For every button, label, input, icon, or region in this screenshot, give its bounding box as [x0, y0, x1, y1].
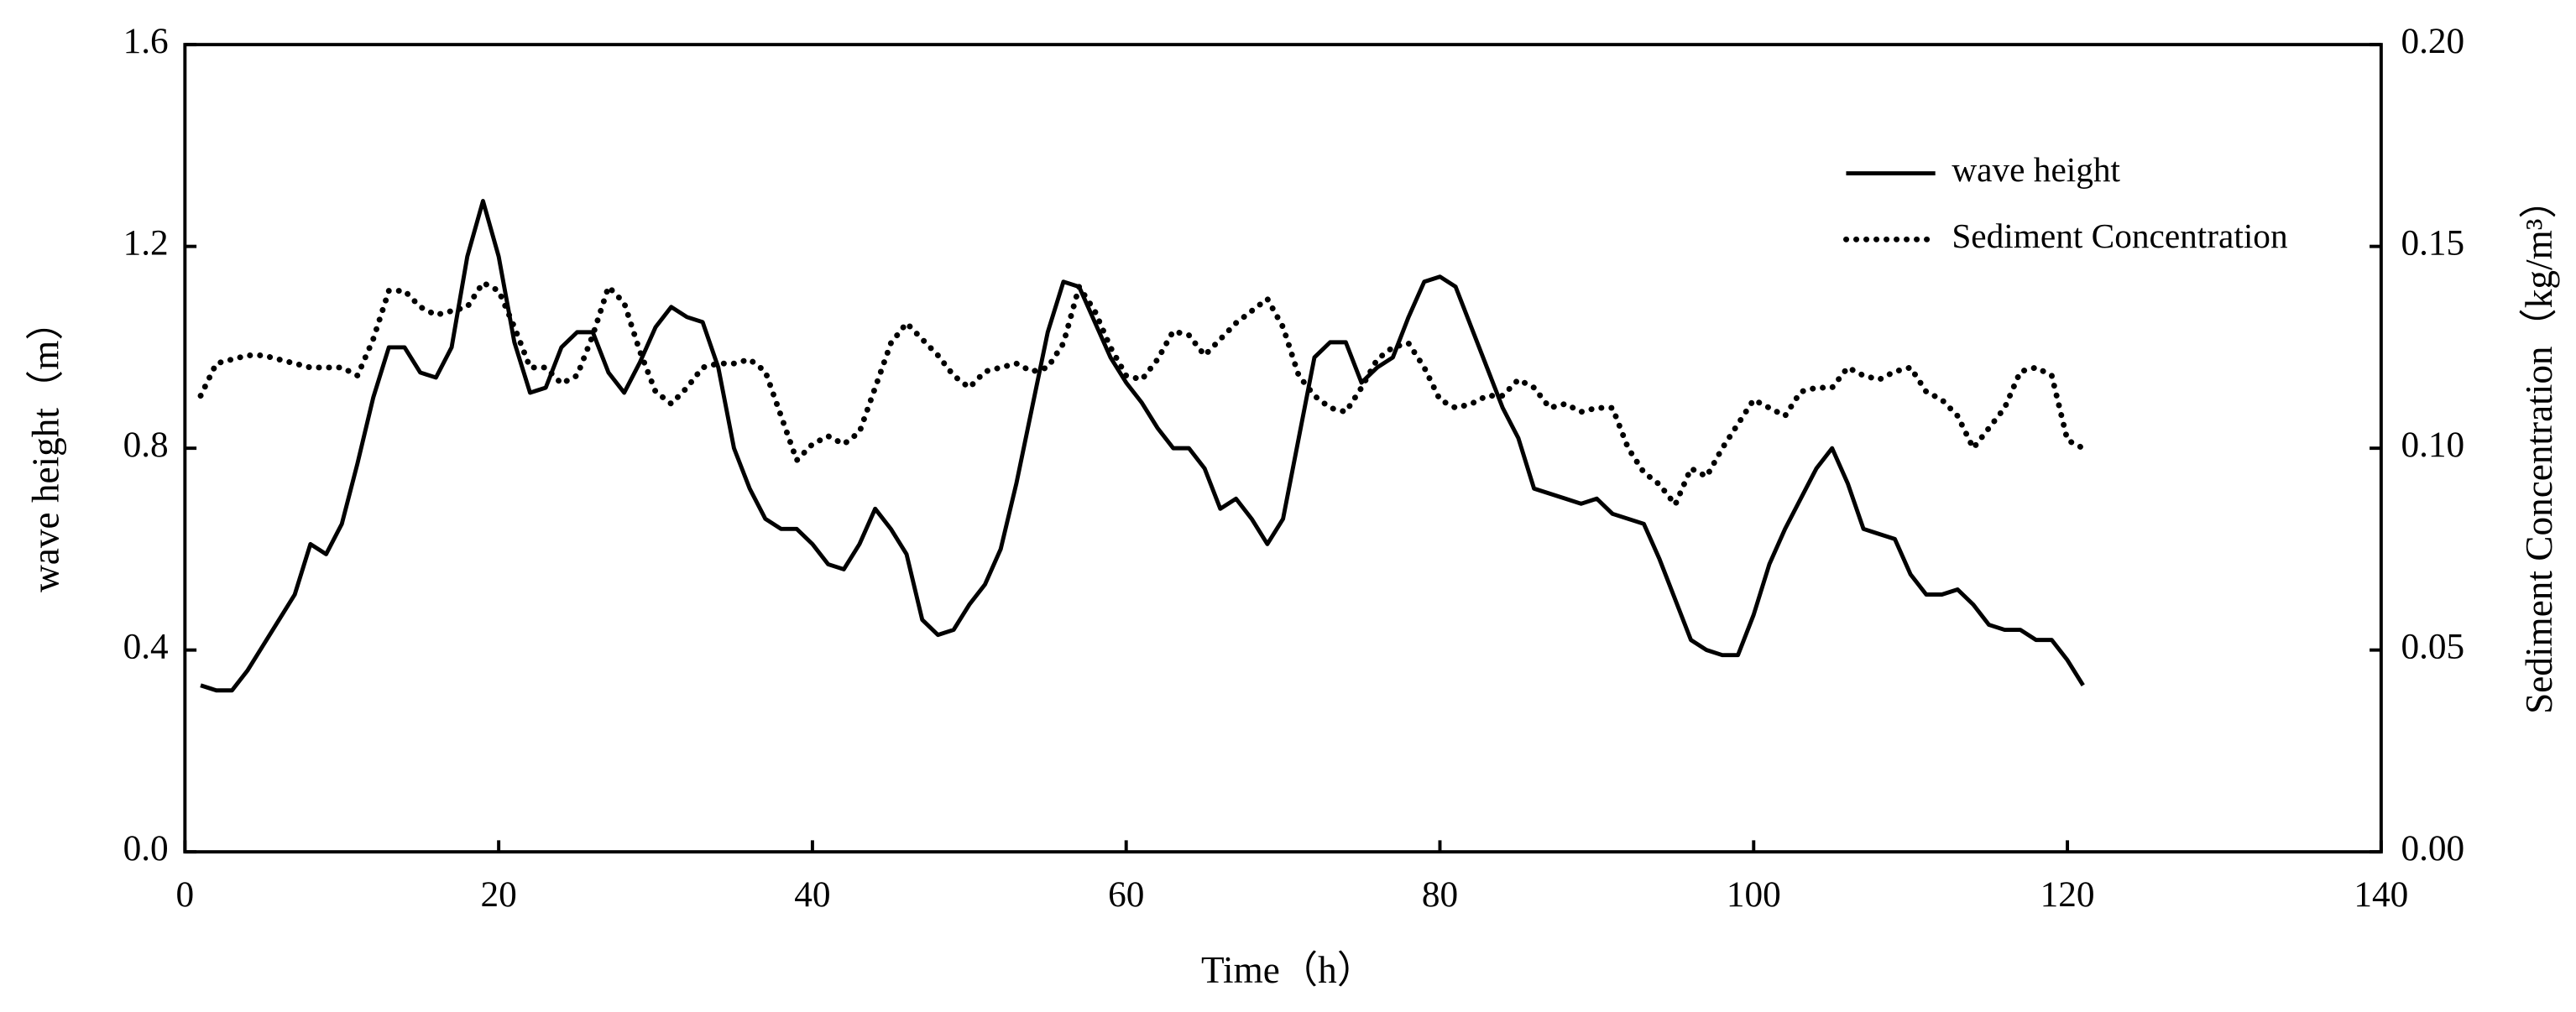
x-tick-label: 100 [1727, 874, 1781, 915]
x-tick-label: 40 [794, 874, 830, 915]
x-axis-title: Time（h） [1201, 949, 1375, 991]
x-tick-label: 140 [2354, 874, 2408, 915]
x-tick-label: 80 [1422, 874, 1458, 915]
y-tick-label: 0.0 [123, 828, 169, 869]
y-tick-label: 1.2 [123, 223, 169, 263]
legend-label: Sediment Concentration [1952, 216, 2288, 255]
series-line [197, 279, 2087, 508]
y-tick-label: 0.4 [123, 627, 169, 667]
y-axis-title: wave height（m） [24, 302, 66, 592]
y2-axis-title: Sediment Concentration（kg/m³） [2518, 180, 2560, 713]
series-line [200, 199, 2085, 693]
x-tick-label: 0 [176, 874, 195, 915]
y2-tick-label: 0.05 [2401, 627, 2464, 667]
y-tick-label: 0.8 [123, 425, 169, 465]
y2-tick-label: 0.00 [2401, 828, 2464, 869]
y2-tick-label: 0.20 [2401, 21, 2464, 61]
y2-tick-label: 0.15 [2401, 223, 2464, 263]
legend-label: wave height [1952, 150, 2120, 189]
x-tick-label: 20 [480, 874, 516, 915]
x-tick-label: 120 [2040, 874, 2095, 915]
y-tick-label: 1.6 [123, 21, 169, 61]
x-tick-label: 60 [1108, 874, 1144, 915]
y2-tick-label: 0.10 [2401, 425, 2464, 465]
